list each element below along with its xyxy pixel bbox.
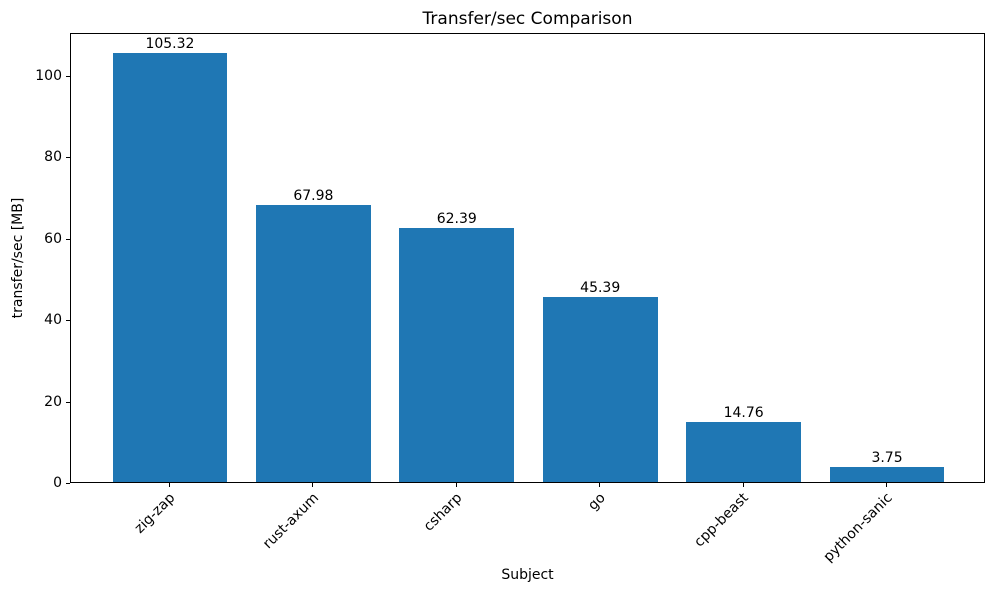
bar-value-label: 67.98 bbox=[293, 188, 334, 205]
bar-value-label: 62.39 bbox=[436, 211, 477, 228]
x-tick bbox=[599, 483, 601, 487]
chart-title: Transfer/sec Comparison bbox=[422, 9, 633, 29]
y-tick-label: 0 bbox=[53, 475, 62, 491]
y-tick-label: 60 bbox=[44, 230, 62, 247]
x-tick bbox=[742, 483, 744, 487]
x-axis-label: Subject bbox=[501, 567, 554, 583]
x-tick-label: csharp bbox=[420, 490, 466, 535]
y-tick-label: 20 bbox=[44, 393, 62, 410]
y-tick bbox=[66, 483, 70, 484]
x-tick bbox=[312, 483, 314, 487]
x-tick bbox=[455, 483, 457, 487]
x-tick bbox=[886, 483, 888, 487]
y-tick-label: 80 bbox=[44, 149, 62, 166]
x-tick-label: cpp-beast bbox=[691, 490, 752, 551]
y-tick-label: 40 bbox=[44, 312, 62, 329]
bar-zig-zap bbox=[112, 53, 228, 482]
bar-value-label: 3.75 bbox=[871, 449, 903, 466]
bar-rust-axum bbox=[256, 205, 371, 482]
y-tick-label: 100 bbox=[35, 68, 62, 85]
y-tick bbox=[66, 157, 70, 159]
bar-go bbox=[542, 297, 658, 482]
x-tick-label: go bbox=[584, 490, 609, 514]
bar-value-label: 45.39 bbox=[580, 280, 621, 297]
x-tick-label: python-sanic bbox=[820, 490, 896, 566]
y-tick bbox=[66, 76, 70, 78]
x-tick-label: rust-axum bbox=[259, 490, 322, 553]
bar-python-sanic bbox=[829, 466, 945, 482]
y-tick bbox=[66, 401, 70, 403]
bar-csharp bbox=[399, 228, 515, 482]
bar-value-label: 105.32 bbox=[145, 36, 195, 53]
bar-value-label: 14.76 bbox=[723, 404, 764, 421]
y-axis-label: transfer/sec [MB] bbox=[10, 197, 26, 319]
plot-area: 105.32 67.98 62.39 45.39 14.76 3.75 bbox=[70, 33, 985, 483]
x-tick-label: zig-zap bbox=[131, 490, 179, 537]
y-tick bbox=[66, 238, 70, 240]
x-tick bbox=[168, 483, 170, 487]
bar-cpp-beast bbox=[686, 421, 801, 482]
y-tick bbox=[66, 320, 70, 322]
